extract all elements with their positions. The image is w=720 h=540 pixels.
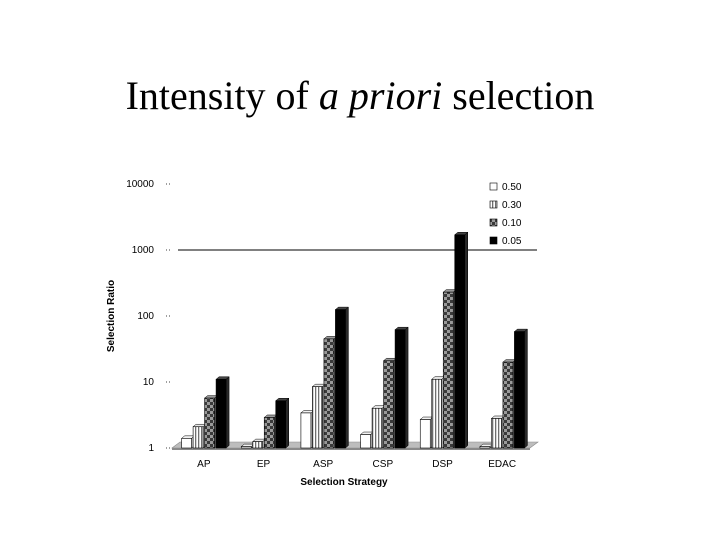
x-tick-label: ASP [313, 459, 333, 470]
bar-front [383, 360, 394, 449]
bar-front [323, 338, 335, 449]
bar [311, 383, 327, 449]
legend-label: 0.30 [502, 200, 522, 211]
axes [166, 183, 537, 449]
bar [203, 395, 219, 449]
bar [394, 326, 409, 449]
bar-front [204, 397, 215, 449]
bar [240, 443, 255, 449]
bar [359, 431, 375, 449]
title-italic: a priori [318, 73, 443, 118]
bars [180, 231, 529, 449]
x-tick-label: EP [257, 459, 271, 470]
bar-front [360, 434, 371, 449]
axis-labels: 1 10 100 1000 10000 Selection Ratio Selection … [106, 179, 516, 488]
legend-label: 0.05 [502, 236, 522, 247]
y-tick-label: 1000 [132, 245, 155, 256]
bar [431, 376, 446, 449]
bar-front [419, 419, 431, 449]
bar-front [442, 291, 454, 449]
bar-side [225, 376, 230, 449]
legend-swatch [489, 200, 498, 209]
legend-swatch [489, 218, 498, 227]
bar [479, 443, 494, 449]
legend-label: 0.10 [502, 218, 522, 229]
bar-front [431, 378, 443, 449]
bar-front [252, 441, 264, 449]
bar-front [371, 407, 383, 449]
x-tick-label: DSP [432, 459, 453, 470]
bar-front [300, 412, 312, 449]
bar-side [345, 306, 349, 449]
legend-swatch [489, 236, 498, 245]
bar [382, 357, 398, 449]
x-tick-label: EDAC [488, 459, 516, 470]
floor-front [172, 448, 530, 450]
bar [419, 416, 434, 449]
slide-title: Intensity of a priori selection [0, 72, 720, 119]
bar [513, 328, 529, 449]
title-part-1: Intensity of [125, 73, 319, 118]
legend-label: 0.50 [502, 182, 522, 193]
bar-front [491, 418, 502, 449]
bar-side [524, 328, 528, 449]
bar-front [454, 234, 466, 449]
bar-front [181, 438, 192, 449]
bar [180, 435, 196, 449]
bar [490, 415, 506, 449]
bar-front [479, 446, 491, 449]
x-tick-label: CSP [373, 459, 394, 470]
bar [454, 231, 469, 449]
bar [252, 438, 267, 449]
bar [275, 397, 290, 449]
bar [371, 405, 386, 449]
bar [323, 335, 338, 449]
bar-front [192, 426, 204, 449]
bar [192, 423, 207, 449]
y-tick-label: 10000 [126, 179, 154, 190]
legend-swatch [489, 182, 498, 191]
bar-front [215, 378, 227, 449]
title-part-2: selection [442, 73, 595, 118]
x-tick-label: AP [197, 459, 211, 470]
bar-front [394, 329, 406, 449]
y-axis-title: Selection Ratio [106, 280, 117, 352]
y-tick-label: 1 [148, 443, 154, 454]
bar-side [285, 397, 289, 449]
bar [263, 414, 278, 449]
legend: 0.50 0.30 0.10 0.05 [489, 182, 522, 247]
bar-side [404, 326, 409, 449]
y-tick-label: 100 [137, 311, 154, 322]
bar-front [312, 386, 323, 449]
bar-front [275, 400, 287, 449]
bar-front [263, 417, 275, 449]
bar [502, 359, 517, 449]
bar-side [464, 231, 468, 449]
bar-front [240, 446, 252, 449]
bar-front [335, 309, 346, 449]
bar [442, 289, 457, 449]
bar [215, 376, 230, 449]
y-tick-label: 10 [143, 377, 155, 388]
bar-front [502, 361, 514, 449]
x-axis-title: Selection Strategy [300, 477, 388, 488]
bar [300, 409, 315, 449]
bar-front [514, 331, 525, 449]
bar [334, 306, 350, 449]
